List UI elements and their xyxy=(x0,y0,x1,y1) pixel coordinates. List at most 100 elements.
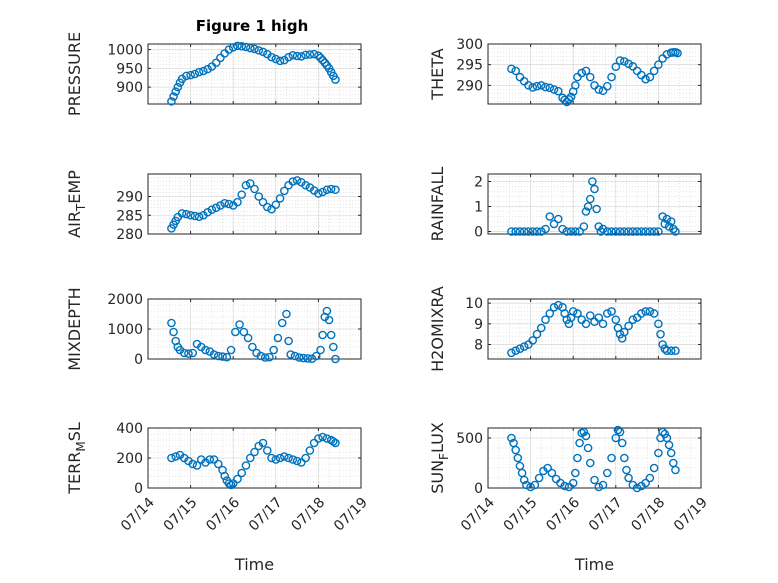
data-point xyxy=(568,478,578,488)
y-tick-label: 200 xyxy=(116,451,143,467)
y-tick-label: 1 xyxy=(474,200,483,216)
subplot-theta: 290 295 300 THETA xyxy=(428,37,702,107)
y-axis-label-part: AIR xyxy=(65,211,84,238)
data-point xyxy=(654,448,663,458)
data-point xyxy=(658,427,667,437)
data-point xyxy=(331,354,340,364)
data-point xyxy=(511,445,520,455)
data-point xyxy=(594,222,604,231)
data-point xyxy=(658,212,667,221)
data-point xyxy=(649,227,659,236)
data-point xyxy=(662,214,672,224)
data-point xyxy=(241,42,251,52)
data-point xyxy=(262,202,272,212)
x-axis-label: Time xyxy=(234,555,274,574)
y-tick-label: 400 xyxy=(116,421,143,437)
y-tick-label: 0 xyxy=(134,352,143,368)
subplot-sun_flux: 0 500 SUNFLUX 07/14 07/15 07/16 07/17 07/18 07/1… xyxy=(428,422,711,574)
data-point xyxy=(297,52,306,61)
data-point xyxy=(237,468,247,478)
data-point xyxy=(186,210,195,220)
data-point xyxy=(549,85,559,94)
data-point xyxy=(256,351,266,361)
data-point xyxy=(292,51,302,61)
data-point xyxy=(190,211,200,221)
data-point xyxy=(607,72,616,82)
data-point xyxy=(598,319,608,329)
data-point xyxy=(171,452,180,461)
data-point xyxy=(305,50,315,59)
data-point xyxy=(211,203,221,213)
data-point xyxy=(273,333,283,343)
data-point xyxy=(290,351,300,361)
data-point xyxy=(294,353,304,362)
data-point xyxy=(645,307,655,316)
data-point xyxy=(611,315,621,324)
data-point xyxy=(209,455,219,464)
data-point xyxy=(628,315,638,324)
data-point xyxy=(226,345,236,355)
data-point xyxy=(260,353,270,362)
data-point xyxy=(309,438,319,448)
data-point xyxy=(524,227,533,236)
data-point xyxy=(549,219,559,229)
data-point xyxy=(194,67,204,77)
data-point xyxy=(583,202,593,211)
data-point xyxy=(224,45,234,54)
data-point xyxy=(258,197,268,207)
y-tick-label: 285 xyxy=(116,208,143,224)
data-point xyxy=(526,482,535,492)
data-point xyxy=(216,201,225,210)
data-point xyxy=(267,204,276,214)
data-point xyxy=(271,200,281,210)
data-point xyxy=(250,184,259,194)
data-point xyxy=(331,438,340,448)
data-point xyxy=(177,209,187,218)
data-point xyxy=(562,97,572,107)
y-tick-label: 2 xyxy=(474,175,483,191)
data-point xyxy=(243,333,253,343)
data-point xyxy=(284,336,293,346)
data-point xyxy=(224,199,234,209)
data-point xyxy=(184,349,193,358)
data-point xyxy=(553,300,563,310)
data-point xyxy=(545,212,555,221)
y-axis-label-subscript: T xyxy=(74,203,88,212)
data-point xyxy=(292,456,302,466)
y-tick-label: 10 xyxy=(465,296,483,312)
data-point xyxy=(558,224,567,234)
data-point xyxy=(173,82,183,92)
data-point xyxy=(245,179,255,188)
data-point xyxy=(324,315,334,325)
data-point xyxy=(199,66,208,76)
data-point xyxy=(598,86,608,96)
data-point xyxy=(615,329,625,339)
data-point xyxy=(666,346,676,356)
y-axis-label: SUNFLUX xyxy=(428,422,451,494)
data-point xyxy=(322,185,332,195)
y-axis-label: PRESSURE xyxy=(65,32,84,116)
x-tick-label: 07/19 xyxy=(671,495,711,535)
data-point xyxy=(581,319,591,329)
data-point xyxy=(201,345,210,355)
data-point xyxy=(301,180,310,190)
data-point xyxy=(641,478,650,488)
y-axis-label: H2OMIXRA xyxy=(428,286,447,372)
data-point xyxy=(233,474,242,484)
y-tick-label: 8 xyxy=(474,338,483,354)
data-point xyxy=(326,330,336,340)
data-point xyxy=(664,440,674,450)
data-point xyxy=(228,43,238,52)
y-axis-label-part: TERR xyxy=(65,452,84,495)
y-tick-label: 290 xyxy=(116,190,143,206)
data-point xyxy=(254,192,264,201)
y-tick-label: 295 xyxy=(456,58,483,74)
data-point xyxy=(275,453,285,463)
data-point xyxy=(534,473,544,483)
data-point xyxy=(320,58,330,68)
data-point xyxy=(239,327,249,337)
data-point xyxy=(654,227,663,236)
data-point xyxy=(624,227,633,236)
data-point xyxy=(314,189,323,198)
data-point xyxy=(507,64,516,74)
